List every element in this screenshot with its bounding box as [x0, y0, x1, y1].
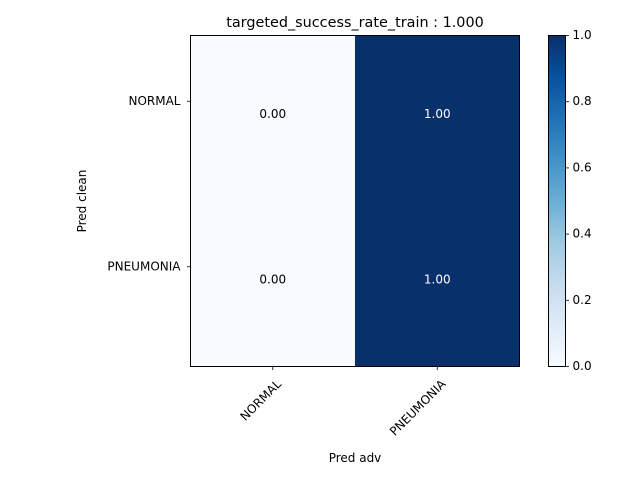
colorbar-tick-label: 0.4	[573, 227, 592, 241]
colorbar-tick-label: 0.2	[573, 293, 592, 307]
x-tick-label: NORMAL	[237, 377, 284, 424]
y-axis-ticks: NORMAL PNEUMONIA	[107, 94, 191, 273]
colorbar-gradient	[548, 35, 566, 367]
colorbar-tick-label: 0.6	[573, 160, 592, 174]
colorbar-ticks: 0.0 0.2 0.4 0.6 0.8 1.0	[565, 28, 592, 373]
plot-frame	[190, 35, 520, 367]
cell-value-label: 0.00	[259, 272, 286, 286]
colorbar: 0.0 0.2 0.4 0.6 0.8 1.0	[548, 28, 592, 373]
heatmap-cell	[355, 201, 520, 367]
cell-value-label: 1.00	[424, 107, 451, 121]
y-axis-label: Pred clean	[75, 170, 89, 233]
colorbar-tick-label: 1.0	[573, 28, 592, 42]
heatmap-cell	[190, 35, 355, 201]
heatmap-cell	[355, 35, 520, 201]
x-tick-label: PNEUMONIA	[387, 376, 449, 438]
heatmap-cells	[190, 35, 520, 367]
colorbar-tick-label: 0.8	[573, 94, 592, 108]
y-tick-label: PNEUMONIA	[107, 259, 181, 273]
heatmap-cell	[190, 201, 355, 367]
cell-value-label: 0.00	[259, 107, 286, 121]
heatmap-cell-labels: 0.00 1.00 0.00 1.00	[259, 107, 450, 287]
y-tick-label: NORMAL	[128, 94, 180, 108]
chart-title: targeted_success_rate_train : 1.000	[226, 15, 484, 31]
colorbar-tick-label: 0.0	[573, 359, 592, 373]
x-axis-ticks: NORMAL PNEUMONIA	[237, 366, 449, 439]
x-axis-label: Pred adv	[329, 451, 382, 465]
cell-value-label: 1.00	[424, 272, 451, 286]
